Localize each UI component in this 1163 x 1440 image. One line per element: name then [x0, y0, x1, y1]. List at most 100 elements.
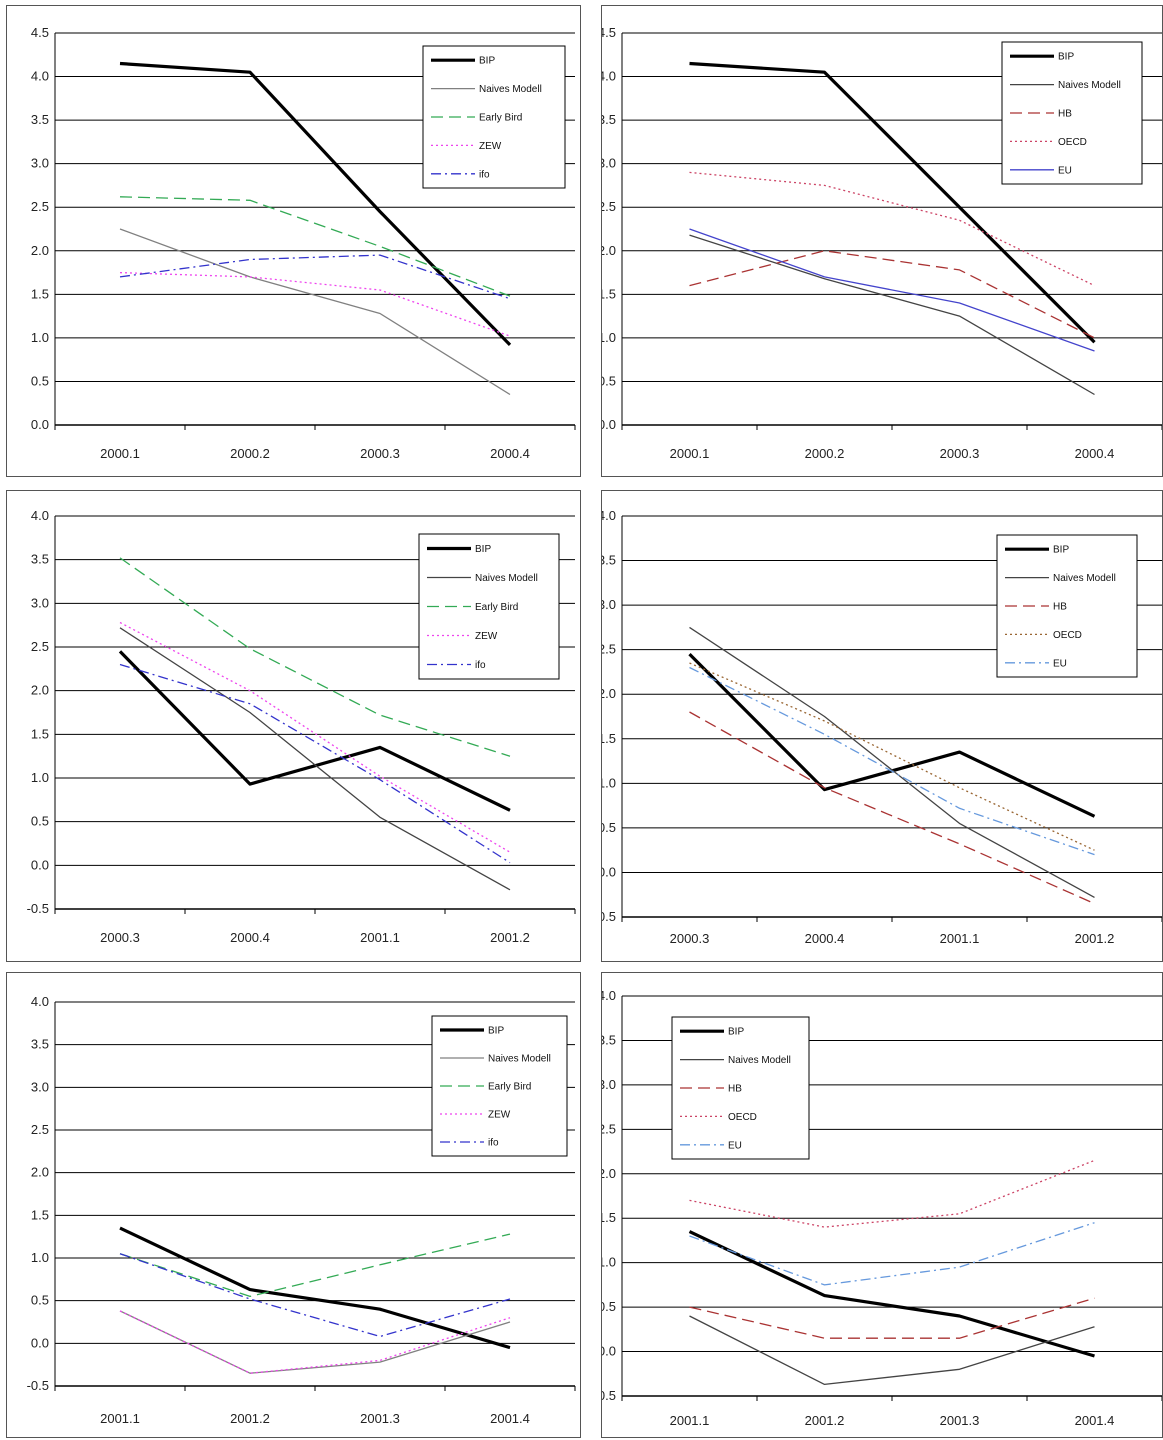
- legend-label: ifo: [488, 1138, 499, 1149]
- y-tick-label: 2.0: [31, 1165, 49, 1180]
- y-tick-label: 4.5: [602, 25, 616, 40]
- legend-label: ZEW: [479, 141, 502, 152]
- x-tick-label: 2001.1: [670, 1413, 710, 1428]
- chart-panel-6: -0.5 0.0 0.5 1.0 1.5 2.0 2.5 3.0 3.5 4.0 2001.1 200…: [601, 972, 1163, 1438]
- y-tick-label: 3.0: [602, 597, 616, 612]
- series-line-hb: [689, 250, 1095, 339]
- y-tick-label: 2.5: [31, 1122, 49, 1137]
- y-tick-label: 0.5: [31, 373, 49, 388]
- legend: BIP Naives Modell HB OECD EU: [1001, 41, 1143, 185]
- y-tick-label: 2.5: [602, 1121, 616, 1136]
- y-tick-label: 2.5: [31, 639, 49, 654]
- legend-label: HB: [728, 1084, 742, 1095]
- legend-label: ifo: [479, 169, 490, 180]
- legend-label: BIP: [475, 544, 491, 555]
- y-tick-label: 3.0: [31, 595, 49, 610]
- x-tick-label: 2000.2: [805, 446, 845, 461]
- y-tick-label: 2.0: [602, 1166, 616, 1181]
- y-tick-label: 1.5: [602, 731, 616, 746]
- x-tick-label: 2000.1: [670, 446, 710, 461]
- x-tick-label: 2001.2: [490, 930, 530, 945]
- x-tick-label: 2000.4: [805, 931, 845, 946]
- series-line-bip: [688, 1230, 1095, 1358]
- y-tick-label: 0.0: [31, 417, 49, 432]
- y-tick-label: 4.0: [31, 994, 49, 1009]
- y-tick-label: 0.0: [602, 1344, 616, 1359]
- series-line-oecd: [689, 662, 1095, 851]
- y-tick-label: 2.5: [31, 199, 49, 214]
- legend-label: Naives Modell: [475, 573, 538, 584]
- legend-box: [1001, 41, 1143, 185]
- legend-label: Naives Modell: [479, 84, 542, 95]
- x-tick-label: 2000.4: [1075, 446, 1115, 461]
- y-tick-label: 1.0: [602, 775, 616, 790]
- legend-label: BIP: [1053, 545, 1069, 556]
- x-tick-label: 2001.4: [1075, 1413, 1115, 1428]
- x-tick-label: 2001.1: [360, 930, 400, 945]
- y-tick-label: 3.0: [602, 1077, 616, 1092]
- chart-svg: 0.0 0.5 1.0 1.5 2.0 2.5 3.0 3.5 4.0 4.5 2000.1 2000…: [31, 25, 576, 461]
- chart-svg: -0.5 0.0 0.5 1.0 1.5 2.0 2.5 3.0 3.5 4.0 2001.1 200…: [27, 994, 576, 1426]
- legend-label: Early Bird: [488, 1082, 531, 1093]
- y-tick-label: 3.5: [602, 112, 616, 127]
- chart-panel-1: 0.0 0.5 1.0 1.5 2.0 2.5 3.0 3.5 4.0 4.5 2000.1 2000…: [6, 5, 581, 477]
- x-tick-label: 2001.3: [360, 1411, 400, 1426]
- y-tick-label: 4.0: [602, 988, 616, 1003]
- legend-box: [996, 534, 1138, 678]
- y-tick-label: 0.0: [31, 1335, 49, 1350]
- y-tick-label: 4.0: [602, 508, 616, 523]
- x-tick-label: 2001.2: [1075, 931, 1115, 946]
- series-line-ifo: [119, 254, 511, 300]
- y-tick-label: 1.0: [31, 330, 49, 345]
- series-line-naives-modell: [689, 234, 1095, 396]
- y-tick-label: 3.0: [31, 156, 49, 171]
- series-line-early-bird: [119, 196, 511, 297]
- legend-label: EU: [728, 1140, 742, 1151]
- x-tick-label: 2000.4: [490, 446, 530, 461]
- series-line-bip: [119, 61, 512, 347]
- y-tick-label: 3.0: [31, 1079, 49, 1094]
- legend-label: ZEW: [475, 631, 498, 642]
- series-line-early-bird: [119, 557, 511, 757]
- legend-label: EU: [1058, 165, 1072, 176]
- series-line-hb: [689, 711, 1095, 905]
- chart-panel-3: -0.5 0.0 0.5 1.0 1.5 2.0 2.5 3.0 3.5 4.0 2000.3 200…: [6, 490, 581, 962]
- y-tick-label: 0.0: [602, 417, 616, 432]
- y-tick-label: 1.0: [602, 330, 616, 345]
- legend-label: EU: [1053, 658, 1067, 669]
- x-tick-label: 2001.1: [940, 931, 980, 946]
- y-tick-label: 3.5: [31, 1037, 49, 1052]
- legend-label: HB: [1053, 602, 1067, 613]
- x-tick-label: 2001.2: [805, 1413, 845, 1428]
- chart-svg: -0.5 0.0 0.5 1.0 1.5 2.0 2.5 3.0 3.5 4.0 2000.3 200…: [602, 508, 1162, 946]
- x-tick-label: 2000.2: [230, 446, 270, 461]
- series-line-bip: [689, 61, 1096, 344]
- legend-label: BIP: [728, 1027, 744, 1038]
- y-tick-label: 4.0: [602, 69, 616, 84]
- series-line-ifo: [119, 1253, 511, 1338]
- legend-label: Naives Modell: [1053, 573, 1116, 584]
- y-tick-label: -0.5: [602, 909, 616, 924]
- legend: BIP Naives Modell Early Bird ZEW ifo: [431, 1015, 568, 1157]
- legend-label: Early Bird: [479, 113, 522, 124]
- x-tick-label: 2000.3: [940, 446, 980, 461]
- y-tick-label: 1.0: [31, 770, 49, 785]
- legend-box: [418, 533, 560, 680]
- y-tick-label: 0.5: [602, 373, 616, 388]
- y-tick-label: 0.5: [602, 820, 616, 835]
- y-tick-label: 3.0: [602, 156, 616, 171]
- series-line-naives-modell: [119, 228, 511, 396]
- y-tick-label: 3.5: [31, 552, 49, 567]
- y-tick-label: -0.5: [27, 1378, 49, 1393]
- y-tick-label: 1.5: [31, 726, 49, 741]
- series-line-bip: [119, 1226, 511, 1350]
- x-tick-label: 2000.4: [230, 930, 270, 945]
- y-tick-label: 1.5: [31, 286, 49, 301]
- series-line-bip: [688, 652, 1096, 818]
- x-tick-label: 2001.4: [490, 1411, 530, 1426]
- series-line-naives-modell: [119, 1310, 511, 1374]
- chart-svg: -0.5 0.0 0.5 1.0 1.5 2.0 2.5 3.0 3.5 4.0 2001.1 200…: [602, 988, 1162, 1428]
- legend-label: ifo: [475, 660, 486, 671]
- y-tick-label: 2.0: [602, 686, 616, 701]
- series-line-zew: [119, 271, 511, 337]
